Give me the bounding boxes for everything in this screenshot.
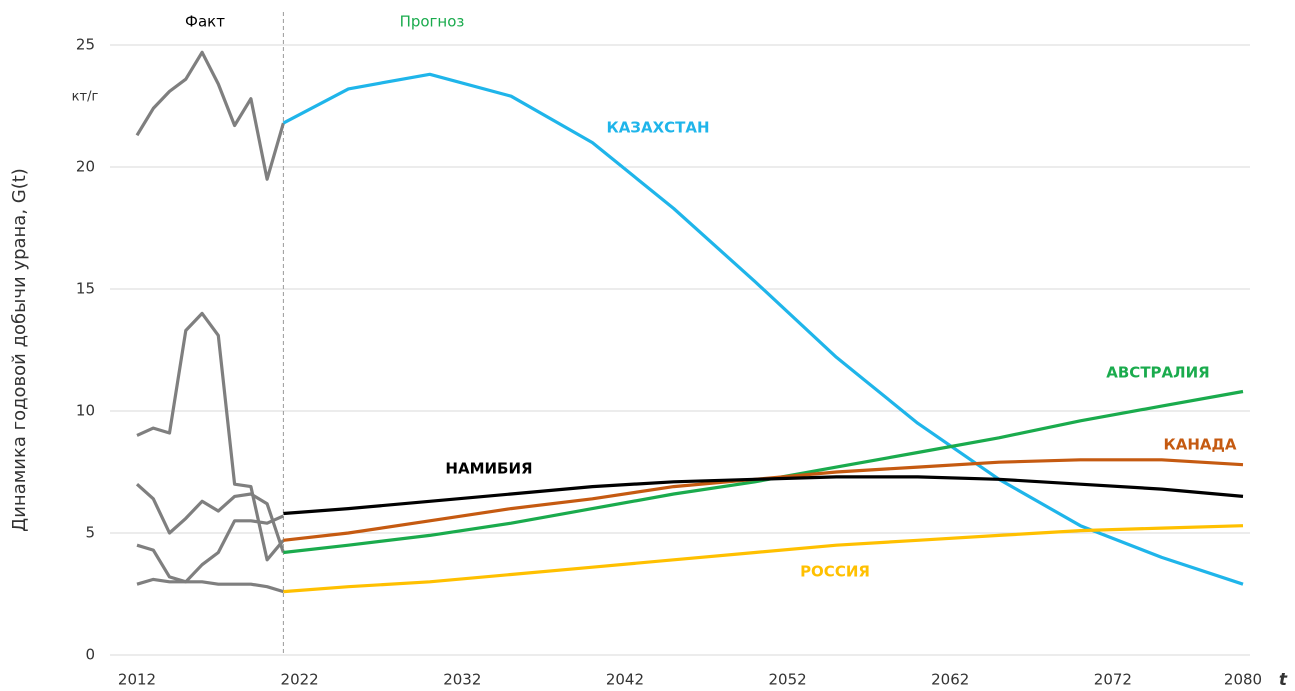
x-tick-label: 2052	[768, 671, 806, 689]
x-tick-label: 2022	[281, 671, 319, 689]
y-axis-label: Динамика годовой добычи урана, G(t)	[9, 168, 30, 532]
x-tick-label: 2032	[443, 671, 481, 689]
y-unit: кт/г	[72, 90, 99, 105]
y-tick-label: 0	[85, 646, 95, 664]
series-label: КАНАДА	[1163, 436, 1236, 454]
y-tick-label: 25	[76, 36, 95, 54]
y-tick-label: 15	[76, 280, 95, 298]
series-line	[283, 389, 1244, 555]
series-line	[136, 514, 285, 584]
series-line	[135, 50, 285, 181]
series-line	[283, 524, 1244, 594]
y-tick-label: 5	[85, 524, 95, 542]
series-label: НАМИБИЯ	[445, 460, 532, 478]
series-line	[283, 475, 1244, 516]
y-tick-label: 20	[76, 158, 95, 176]
x-tick-label: 2062	[931, 671, 969, 689]
series-label: РОССИЯ	[800, 563, 870, 581]
x-tick-label: 2042	[606, 671, 644, 689]
annotation: Факт	[185, 13, 225, 31]
series-label: КАЗАХСТАН	[606, 119, 709, 137]
x-tick-label: 2012	[118, 671, 156, 689]
series-label: АВСТРАЛИЯ	[1106, 364, 1209, 382]
x-axis-label: t	[1279, 670, 1288, 690]
series-line	[136, 577, 284, 594]
series-line	[135, 483, 285, 554]
x-tick-label: 2080	[1224, 671, 1262, 689]
x-tick-label: 2072	[1094, 671, 1132, 689]
annotation: Прогноз	[400, 13, 465, 31]
series-line	[282, 72, 1244, 586]
y-tick-label: 10	[76, 402, 95, 420]
